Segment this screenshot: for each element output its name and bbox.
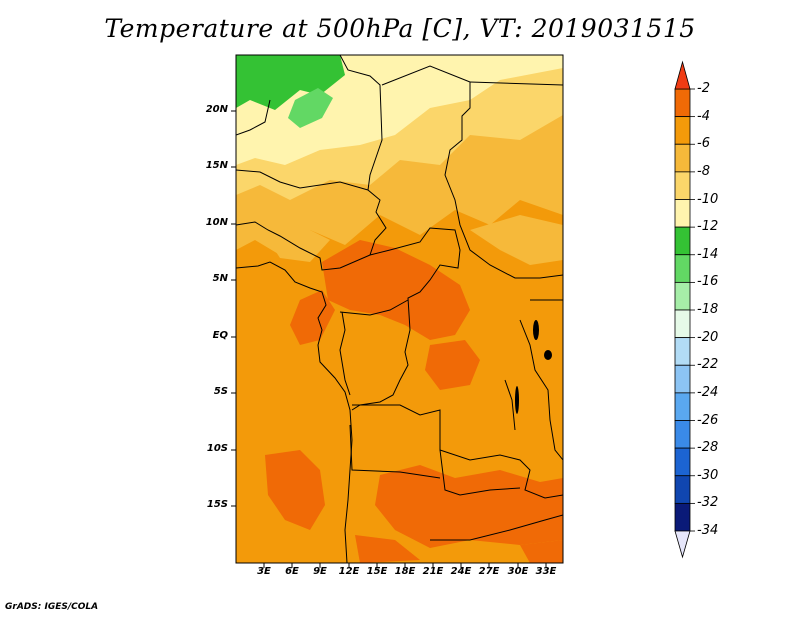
colorbar-cell — [674, 392, 691, 421]
map-frame — [235, 54, 564, 564]
colorbar-label: -12 — [697, 219, 719, 235]
colorbar-cell — [674, 88, 691, 118]
colorbar-cell — [674, 447, 691, 477]
lat-ticks — [231, 110, 236, 507]
colorbar-cell — [674, 364, 691, 394]
lat-label-5s: 5S — [213, 386, 228, 397]
lon-label-9e: 9E — [313, 566, 327, 577]
lat-label-10n: 10N — [205, 217, 228, 228]
colorbar-label: -6 — [697, 136, 710, 152]
colorbar-cell — [674, 254, 691, 283]
lon-label-18e: 18E — [394, 566, 416, 577]
field-warm-east — [425, 340, 480, 390]
colorbar-cell — [674, 199, 691, 228]
field-warm-west — [290, 290, 335, 345]
country-borders — [236, 55, 563, 563]
lat-label-10s: 10S — [206, 443, 228, 454]
colorbar-label: -34 — [697, 523, 719, 538]
colorbar-cell — [674, 502, 691, 532]
lon-label-15e: 15E — [366, 566, 388, 577]
colorbar-label: -28 — [697, 440, 719, 456]
lon-label-21e: 21E — [422, 566, 444, 577]
lakes — [515, 320, 552, 414]
lat-label-eq: EQ — [212, 330, 228, 341]
colorbar-label: -8 — [697, 163, 710, 179]
colorbar-bottom-arrow — [674, 530, 691, 559]
lon-label-30e: 30E — [507, 566, 529, 577]
lon-label-12e: 12E — [338, 566, 360, 577]
footer-credit: GrADS: IGES/COLA — [5, 602, 99, 612]
lat-label-15n: 15N — [205, 160, 228, 171]
map-title: Temperature at 500hPa [C], VT: 201903151… — [104, 14, 696, 43]
field-light-east — [470, 215, 563, 265]
colorbar-label: -16 — [697, 274, 719, 290]
temperature-field — [236, 55, 563, 563]
colorbar-label: -20 — [697, 329, 719, 345]
field-patch-green — [236, 55, 345, 110]
field-warm-southwest — [265, 450, 325, 530]
colorbar-label: -22 — [697, 357, 719, 373]
colorbar-label: -4 — [697, 108, 710, 124]
colorbar-label: -14 — [697, 246, 719, 262]
lon-label-3e: 3E — [257, 566, 271, 577]
lon-label-27e: 27E — [478, 566, 500, 577]
colorbar-label: -18 — [697, 302, 719, 317]
field-warm-central — [322, 240, 470, 340]
field-warm-bottomright — [520, 540, 563, 563]
colorbar-label: -30 — [697, 467, 719, 483]
field-warm-bottom — [355, 535, 420, 563]
field-patch-lightgreen — [288, 88, 333, 128]
field-light-west — [265, 225, 330, 262]
colorbar-cell — [674, 337, 691, 366]
colorbar-label: -24 — [697, 384, 719, 400]
lat-label-5n: 5N — [212, 273, 228, 284]
lon-label-24e: 24E — [450, 566, 472, 577]
colorbar-cell — [674, 309, 691, 339]
colorbar-cell — [674, 475, 691, 504]
colorbar-label: -32 — [697, 495, 719, 511]
colorbar-cell — [674, 116, 691, 145]
field-warm-south — [375, 465, 563, 548]
lon-ticks — [263, 563, 547, 568]
colorbar-label: -26 — [697, 412, 719, 428]
colorbar-cell — [674, 143, 691, 173]
colorbar-cell — [674, 281, 691, 311]
colorbar-label: -2 — [697, 81, 710, 96]
colorbar-cell — [674, 420, 691, 449]
lat-label-15s: 15S — [206, 499, 228, 510]
lon-label-6e: 6E — [285, 566, 299, 577]
colorbar-label: -10 — [697, 191, 719, 207]
colorbar-cell — [674, 171, 691, 200]
colorbar-top-arrow — [674, 60, 691, 90]
lat-label-20n: 20N — [205, 104, 228, 115]
lon-label-33e: 33E — [535, 566, 557, 577]
colorbar-cell — [674, 226, 691, 256]
